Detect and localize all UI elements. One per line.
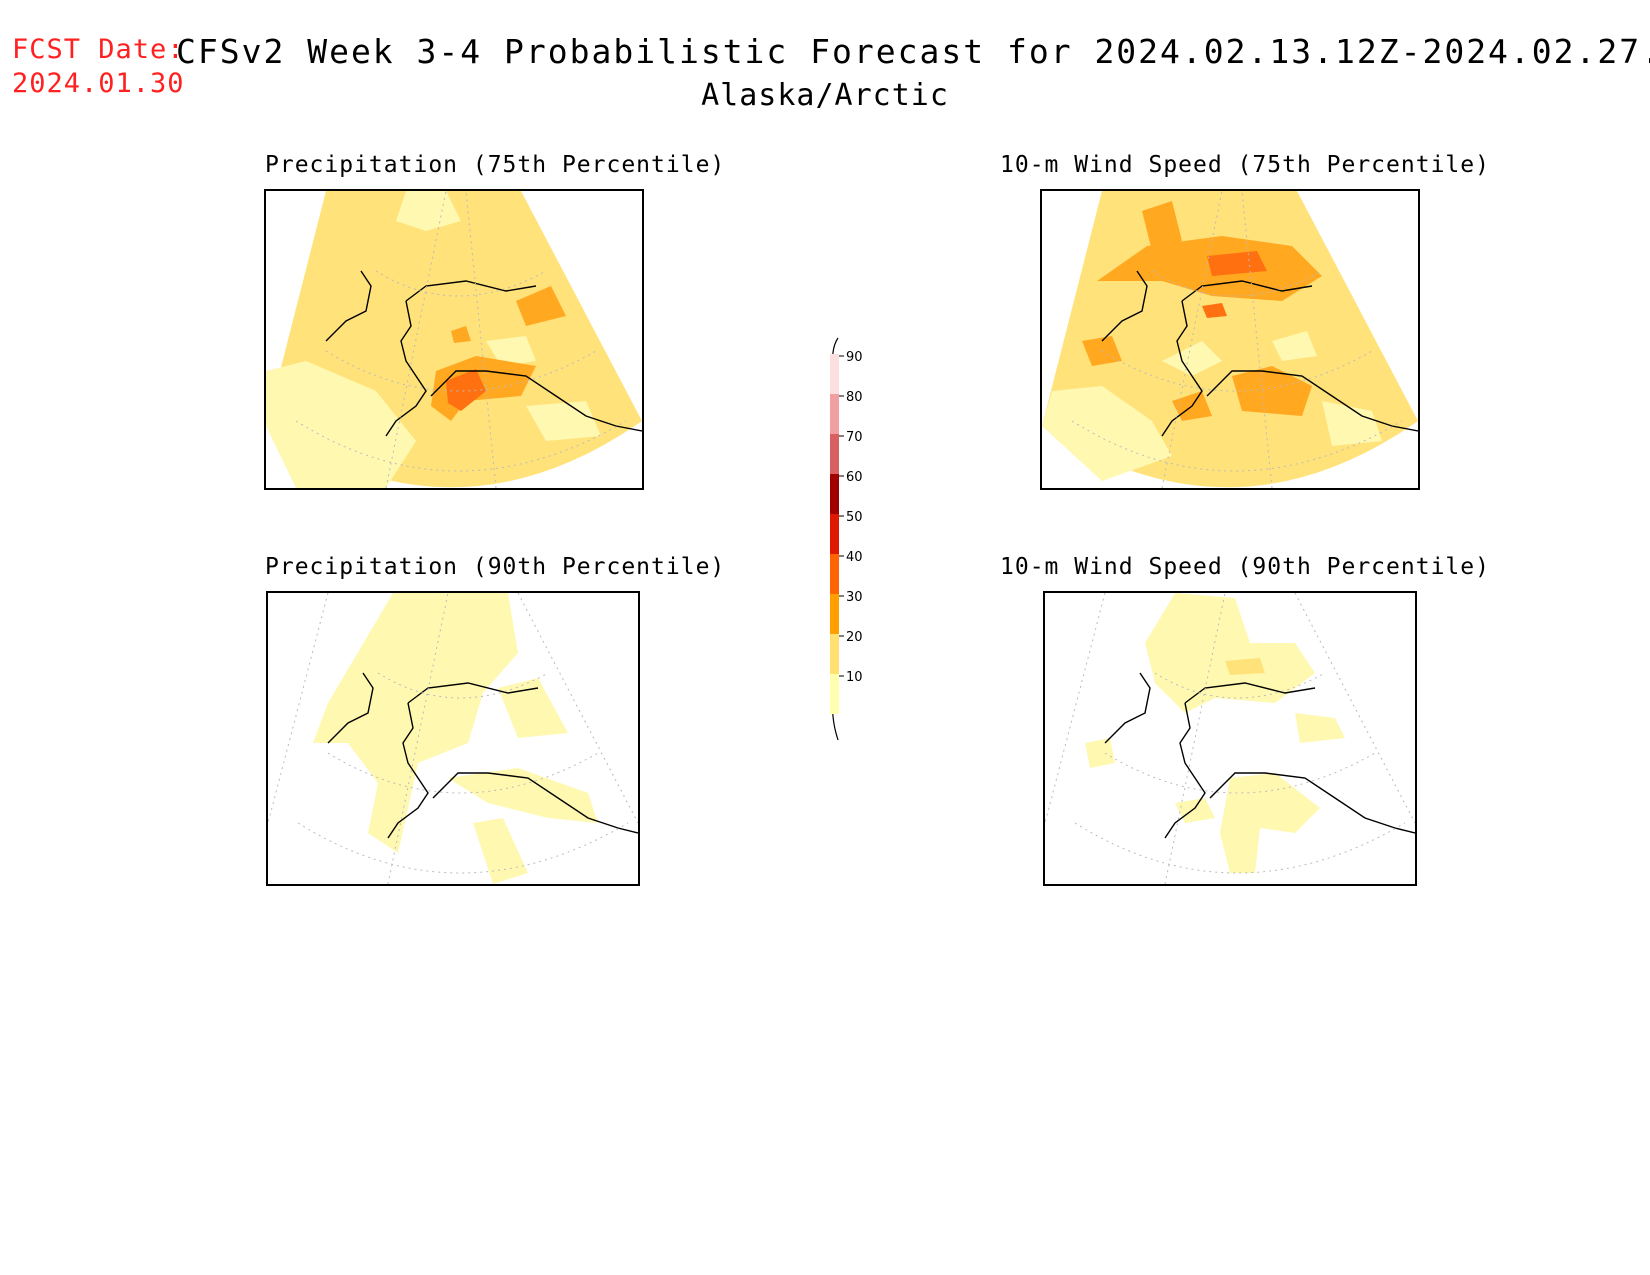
colorbar-swatch: [830, 674, 839, 714]
colorbar-swatch: [830, 354, 839, 394]
region-lvl20: [1225, 658, 1265, 675]
region-lvl10: [448, 768, 598, 823]
region-lvl40: [1207, 251, 1267, 276]
region-lvl30: [1232, 366, 1312, 416]
region-lvl10: [526, 401, 601, 441]
colorbar-swatch: [830, 514, 839, 554]
region-subtitle: Alaska/Arctic: [701, 78, 949, 113]
region-lvl10: [266, 361, 416, 488]
colorbar-tick-label: 60: [846, 470, 863, 485]
coastline: [1104, 672, 1415, 839]
region-lvl10: [473, 818, 528, 884]
graticule: [295, 191, 627, 488]
colorbar-tick-label: 40: [846, 550, 863, 565]
colorbar-tick-label: 30: [846, 590, 863, 605]
page-title: CFSv2 Week 3-4 Probabilistic Forecast fo…: [176, 32, 1650, 71]
map-wind-90: [1043, 591, 1417, 886]
region-lvl10: [1175, 798, 1215, 823]
fcst-date-label: FCST Date:: [12, 34, 185, 65]
colorbar-swatch: [830, 394, 839, 434]
coastline: [327, 672, 638, 839]
region-lvl10: [1220, 773, 1320, 873]
colorbar-swatch: [830, 434, 839, 474]
region-lvl40: [1202, 303, 1227, 318]
colorbar-tick-label: 10: [846, 670, 863, 685]
colorbar-tick-label: 20: [846, 630, 863, 645]
region-lvl10: [396, 191, 461, 231]
region-lvl30: [1142, 201, 1182, 251]
region-lvl10: [1322, 401, 1382, 446]
region-lvl30: [451, 326, 471, 343]
colorbar-tick-label: 50: [846, 510, 863, 525]
graticule: [268, 593, 638, 884]
graticule: [1071, 191, 1403, 488]
colorbar-tick-label: 70: [846, 430, 863, 445]
coastline: [1101, 270, 1418, 437]
panel-title-wind-75: 10-m Wind Speed (75th Percentile): [1000, 152, 1490, 178]
map-precip-75: [264, 189, 644, 490]
colorbar-swatch: [830, 634, 839, 674]
colorbar-tick-label: 90: [846, 350, 863, 365]
region-lvl30: [516, 286, 566, 326]
colorbar-swatch: [830, 474, 839, 514]
colorbar-swatch: [830, 594, 839, 634]
fcst-date-value: 2024.01.30: [12, 68, 185, 99]
region-lvl10: [1085, 738, 1115, 768]
region-lvl10: [1042, 386, 1172, 481]
colorbar-swatch: [830, 554, 839, 594]
map-wind-75: [1040, 189, 1420, 490]
colorbar-tick-label: 80: [846, 390, 863, 405]
region-lvl10: [1162, 341, 1222, 376]
region-lvl10: [313, 593, 518, 853]
region-lvl40: [446, 369, 486, 411]
panel-title-wind-90: 10-m Wind Speed (90th Percentile): [1000, 554, 1490, 580]
region-lvl30: [1097, 236, 1322, 301]
panel-title-precip-90: Precipitation (90th Percentile): [265, 554, 726, 580]
graticule: [1045, 593, 1415, 884]
coastline: [325, 270, 642, 437]
region-lvl10: [1272, 331, 1317, 361]
region-lvl10: [498, 678, 568, 738]
map-precip-90: [266, 591, 640, 886]
region-lvl10: [486, 336, 536, 366]
region-lvl10: [1145, 593, 1315, 713]
colorbar-legend: 90 80 70 60 50 40 30 20 10: [800, 330, 910, 750]
panel-title-precip-75: Precipitation (75th Percentile): [265, 152, 726, 178]
region-lvl10: [1295, 713, 1345, 743]
